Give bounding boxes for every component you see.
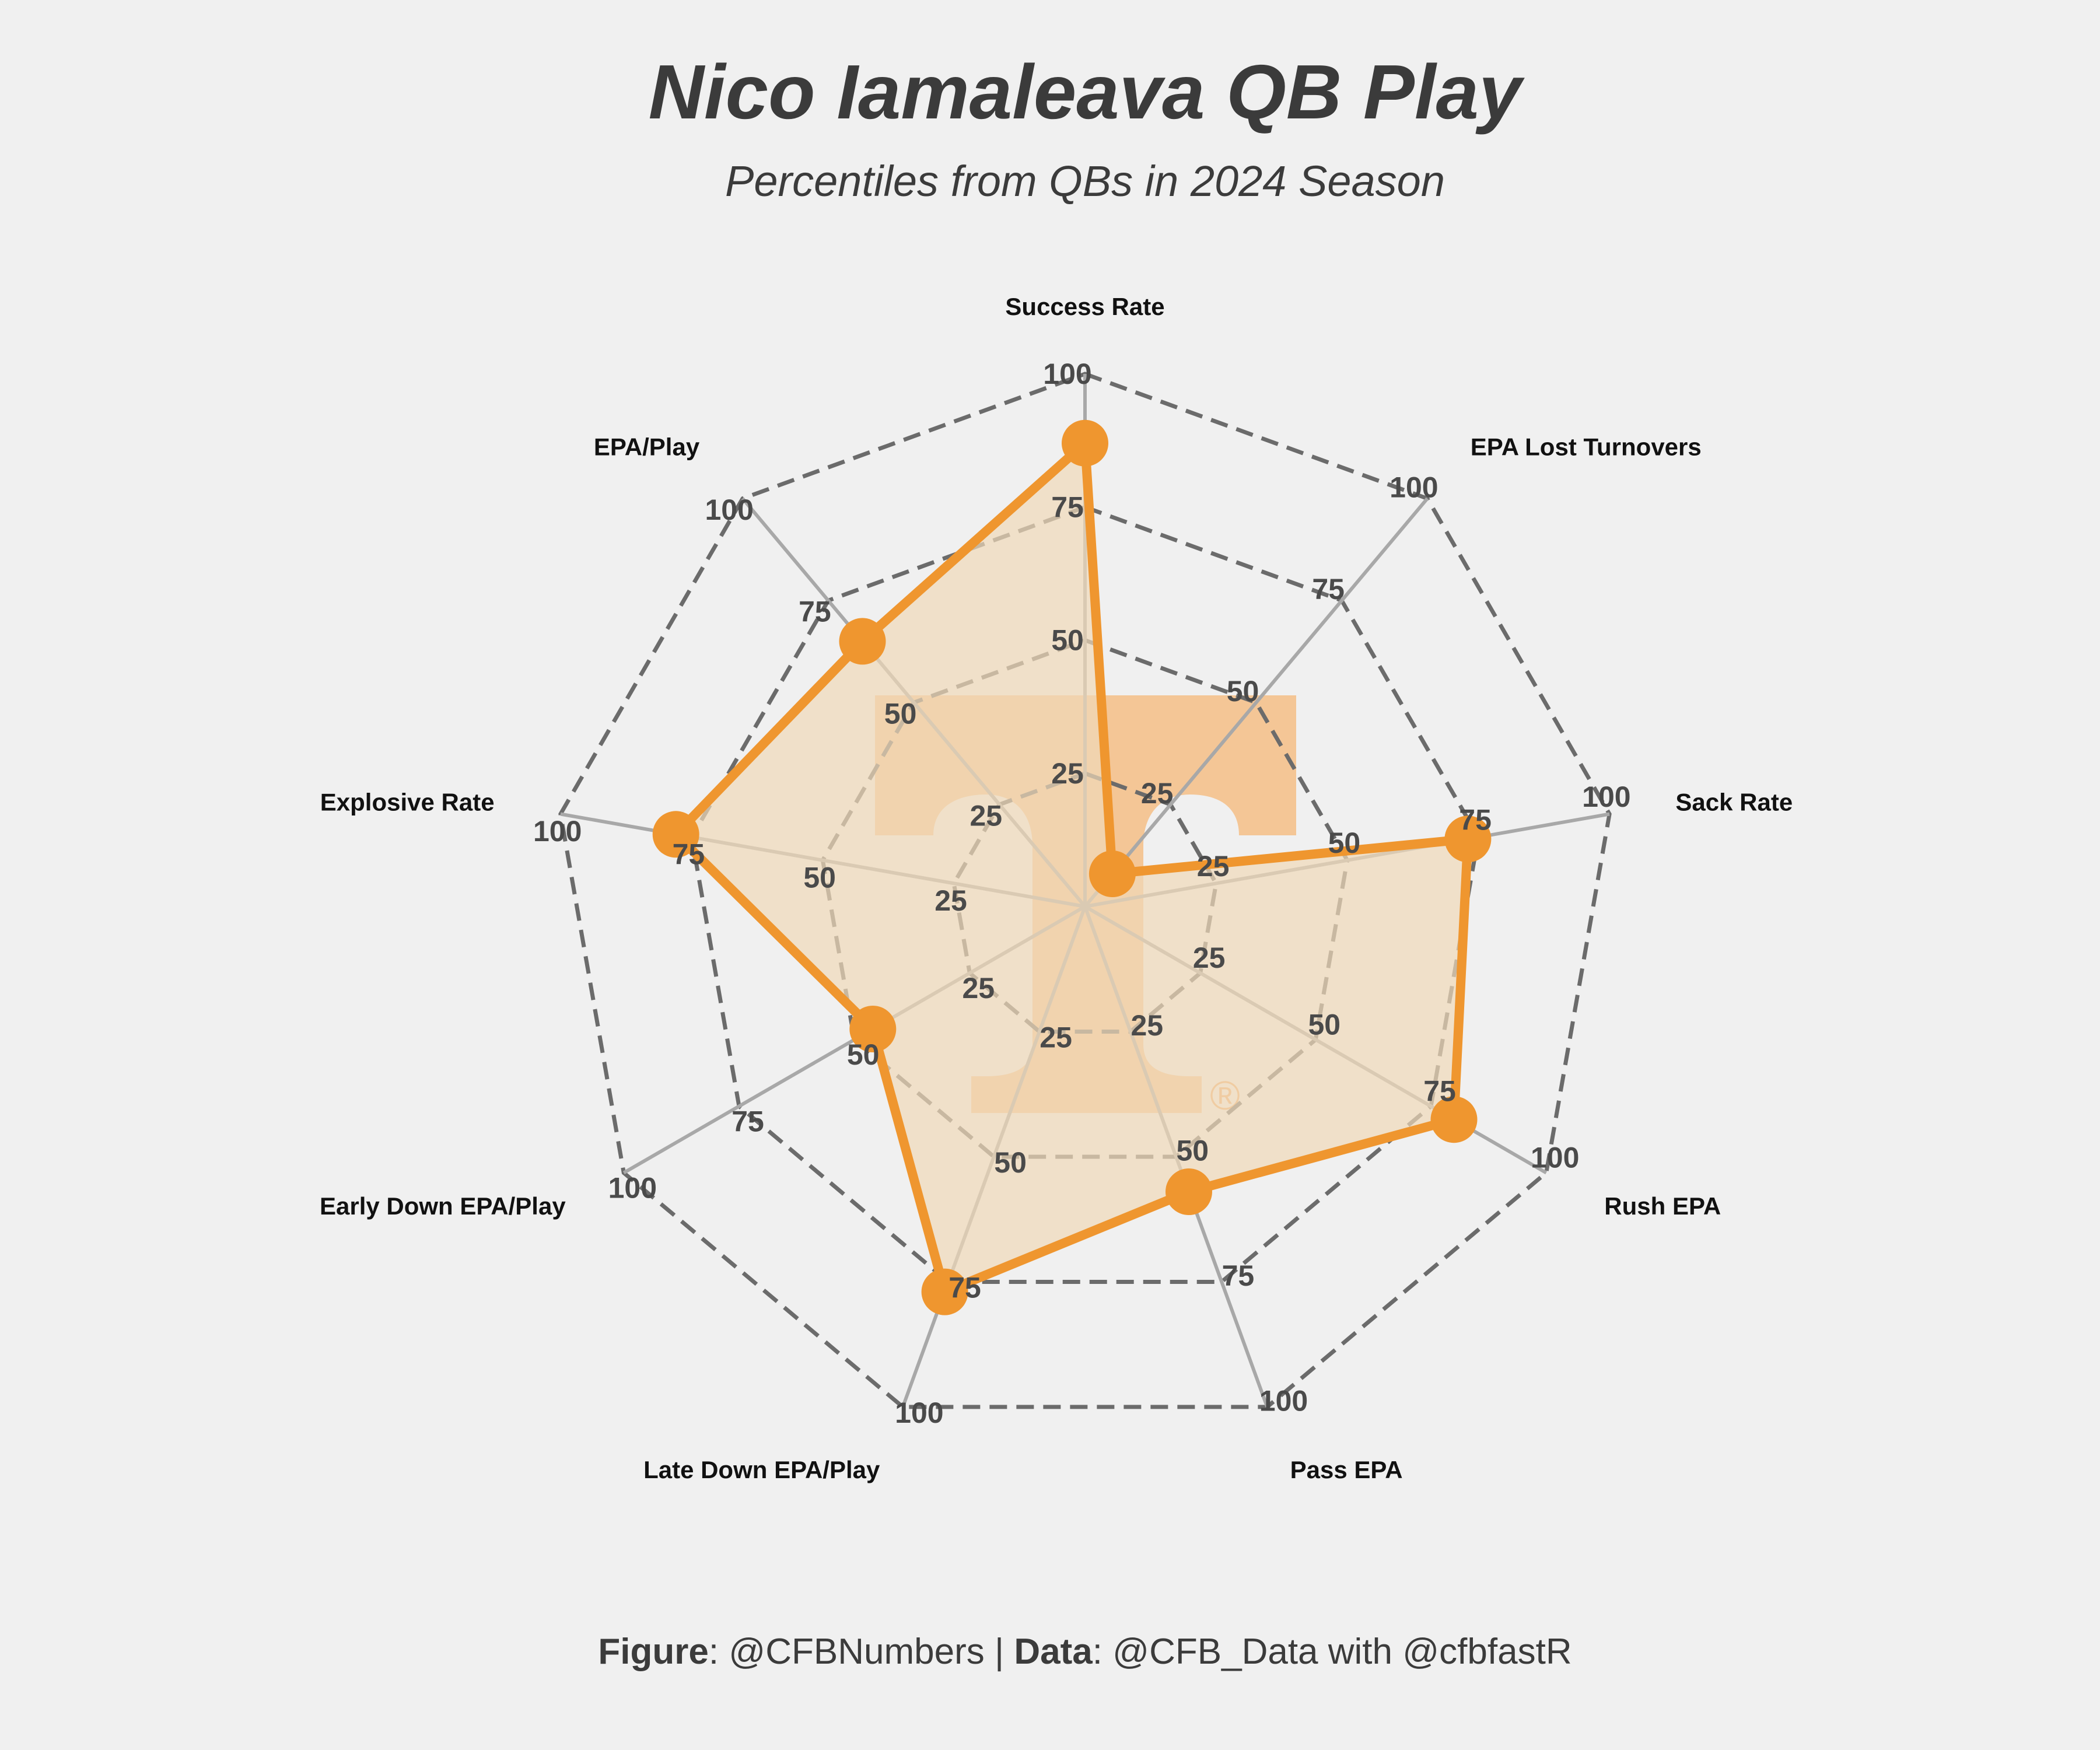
chart-title: Nico Iamaleava QB Play: [648, 49, 1522, 135]
tick-label-late-down-epa-play-100: 100: [895, 1396, 943, 1429]
tick-label-explosive-rate-50: 50: [803, 861, 836, 894]
chart-subtitle: Percentiles from QBs in 2024 Season: [725, 157, 1445, 205]
point-pass-epa: [1166, 1168, 1212, 1215]
point-late-down-epa-play: [921, 1268, 968, 1315]
tick-label-early-down-epa-play-50: 50: [847, 1038, 880, 1071]
tick-label-sack-rate-25: 25: [1197, 850, 1230, 883]
tick-label-pass-epa-75: 75: [1222, 1259, 1255, 1292]
axis-label-explosive-rate: Explosive Rate: [320, 789, 495, 816]
tick-label-early-down-epa-play-25: 25: [962, 972, 995, 1005]
spoke-epa-lost-turnovers: [1083, 497, 1429, 908]
tick-label-explosive-rate-75: 75: [673, 838, 705, 871]
tick-label-success-rate-100: 100: [1043, 358, 1091, 390]
tick-label-epa-play-50: 50: [884, 698, 917, 730]
tick-label-explosive-rate-100: 100: [533, 815, 582, 848]
tick-label-rush-epa-25: 25: [1193, 942, 1226, 974]
caption-data-label: Data: [1014, 1632, 1093, 1672]
series-line: [671, 438, 1473, 1297]
tick-label-rush-epa-50: 50: [1308, 1008, 1340, 1041]
tick-label-rush-epa-75: 75: [1423, 1074, 1456, 1107]
point-success-rate: [1062, 419, 1108, 467]
tick-label-success-rate-50: 50: [1051, 624, 1084, 657]
grid-ring-75: [690, 505, 1480, 1284]
tick-label-pass-epa-100: 100: [1259, 1385, 1308, 1418]
tick-label-early-down-epa-play-75: 75: [732, 1105, 764, 1138]
tick-label-explosive-rate-25: 25: [935, 884, 967, 917]
axis-label-pass-epa: Pass EPA: [1290, 1456, 1403, 1483]
point-explosive-rate: [652, 811, 699, 858]
caption-figure-value: : @CFBNumbers |: [708, 1632, 1014, 1672]
series-area: [676, 443, 1468, 1292]
tick-label-epa-lost-turnovers-25: 25: [1141, 777, 1174, 810]
caption-data-value: : @CFB_Data with @cfbfastR: [1092, 1632, 1572, 1672]
point-early-down-epa-play: [849, 1006, 897, 1052]
tick-label-epa-lost-turnovers-75: 75: [1312, 573, 1345, 606]
tick-label-pass-epa-25: 25: [1130, 1009, 1163, 1042]
grid-ring-100: [558, 372, 1612, 1409]
tick-label-late-down-epa-play-25: 25: [1040, 1021, 1072, 1054]
chart-caption: Figure: @CFBNumbers | Data: @CFB_Data wi…: [0, 1631, 2100, 1672]
tick-label-epa-lost-turnovers-50: 50: [1227, 675, 1259, 708]
tick-label-epa-lost-turnovers-100: 100: [1390, 471, 1438, 503]
tick-label-sack-rate-100: 100: [1582, 780, 1630, 813]
axis-label-epa-play: EPA/Play: [594, 433, 700, 461]
axis-label-rush-epa: Rush EPA: [1604, 1192, 1721, 1220]
tick-label-epa-play-100: 100: [705, 494, 753, 526]
tick-label-epa-play-75: 75: [799, 596, 831, 628]
axis-label-early-down-epa-play: Early Down EPA/Play: [320, 1192, 566, 1220]
tick-label-rush-epa-100: 100: [1531, 1142, 1579, 1174]
axis-label-late-down-epa-play: Late Down EPA/Play: [643, 1456, 880, 1483]
axis-label-success-rate: Success Rate: [1005, 293, 1164, 320]
radar-labels: 25 50 75 100 Success Rate 25 50 75 100 EPA Lost T…: [320, 293, 1793, 1483]
axis-label-epa-lost-turnovers: EPA Lost Turnovers: [1471, 433, 1702, 461]
point-sack-rate: [1444, 816, 1492, 863]
caption-figure-label: Figure: [598, 1632, 709, 1672]
tick-label-epa-play-25: 25: [970, 799, 1002, 832]
tick-label-success-rate-25: 25: [1051, 757, 1084, 790]
tick-label-late-down-epa-play-50: 50: [994, 1146, 1027, 1179]
tick-label-sack-rate-75: 75: [1459, 804, 1492, 836]
tick-label-pass-epa-50: 50: [1176, 1135, 1209, 1167]
point-epa-play: [839, 618, 886, 665]
point-epa-lost-turnovers: [1088, 850, 1136, 897]
point-rush-epa: [1430, 1096, 1478, 1143]
tick-label-late-down-epa-play-75: 75: [949, 1272, 981, 1304]
tick-label-early-down-epa-play-100: 100: [608, 1172, 657, 1205]
tick-label-success-rate-75: 75: [1051, 491, 1084, 523]
radar-series: [652, 419, 1492, 1315]
tick-label-sack-rate-50: 50: [1328, 827, 1361, 859]
axis-label-sack-rate: Sack Rate: [1675, 789, 1793, 816]
